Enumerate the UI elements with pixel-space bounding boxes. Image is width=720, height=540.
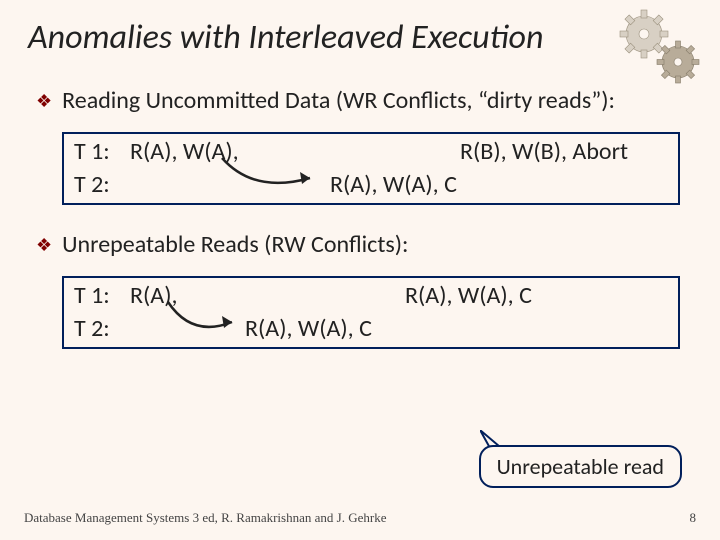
schedule2-t2-row: T 2: R(A), W(A), C xyxy=(74,313,672,345)
t2-label: T 2: xyxy=(74,313,130,345)
schedule-box-2: T 1: R(A), R(A), W(A), C T 2: R(A), W(A)… xyxy=(62,276,680,349)
schedule1-gap xyxy=(280,136,460,168)
bullet-2-text: Unrepeatable Reads (RW Conflicts): xyxy=(62,229,408,260)
bullet-2: ❖ Unrepeatable Reads (RW Conflicts): xyxy=(0,209,720,270)
diamond-bullet-icon: ❖ xyxy=(36,234,52,256)
schedule1-t2-seg: R(A), W(A), C xyxy=(330,169,457,201)
schedule2-t2-seg: R(A), W(A), C xyxy=(245,313,372,345)
schedule2-t1-row: T 1: R(A), R(A), W(A), C xyxy=(74,280,672,312)
footer-text: Database Management Systems 3 ed, R. Ram… xyxy=(24,510,386,526)
callout-unrepeatable: Unrepeatable read xyxy=(479,445,682,488)
page-number: 8 xyxy=(690,510,697,526)
schedule-box-1: T 1: R(A), W(A), R(B), W(B), Abort T 2: … xyxy=(62,132,680,205)
t2-label: T 2: xyxy=(74,169,130,201)
gears-icon xyxy=(616,4,706,89)
t1-label: T 1: xyxy=(74,136,130,168)
schedule1-t1-seg2: R(B), W(B), Abort xyxy=(460,136,628,168)
t1-label: T 1: xyxy=(74,280,130,312)
schedule1-t1-seg1: R(A), W(A), xyxy=(130,136,280,168)
bullet-1: ❖ Reading Uncommitted Data (WR Conflicts… xyxy=(0,57,720,126)
schedule1-t1-row: T 1: R(A), W(A), R(B), W(B), Abort xyxy=(74,136,672,168)
slide-title: Anomalies with Interleaved Execution xyxy=(0,0,720,57)
bullet-1-text: Reading Uncommitted Data (WR Conflicts, … xyxy=(62,85,615,116)
diamond-bullet-icon: ❖ xyxy=(36,90,52,112)
schedule2-t1-seg2: R(A), W(A), C xyxy=(405,280,532,312)
schedule2-t1-seg1: R(A), xyxy=(130,280,210,312)
schedule1-t2-row: T 2: R(A), W(A), C xyxy=(74,169,672,201)
